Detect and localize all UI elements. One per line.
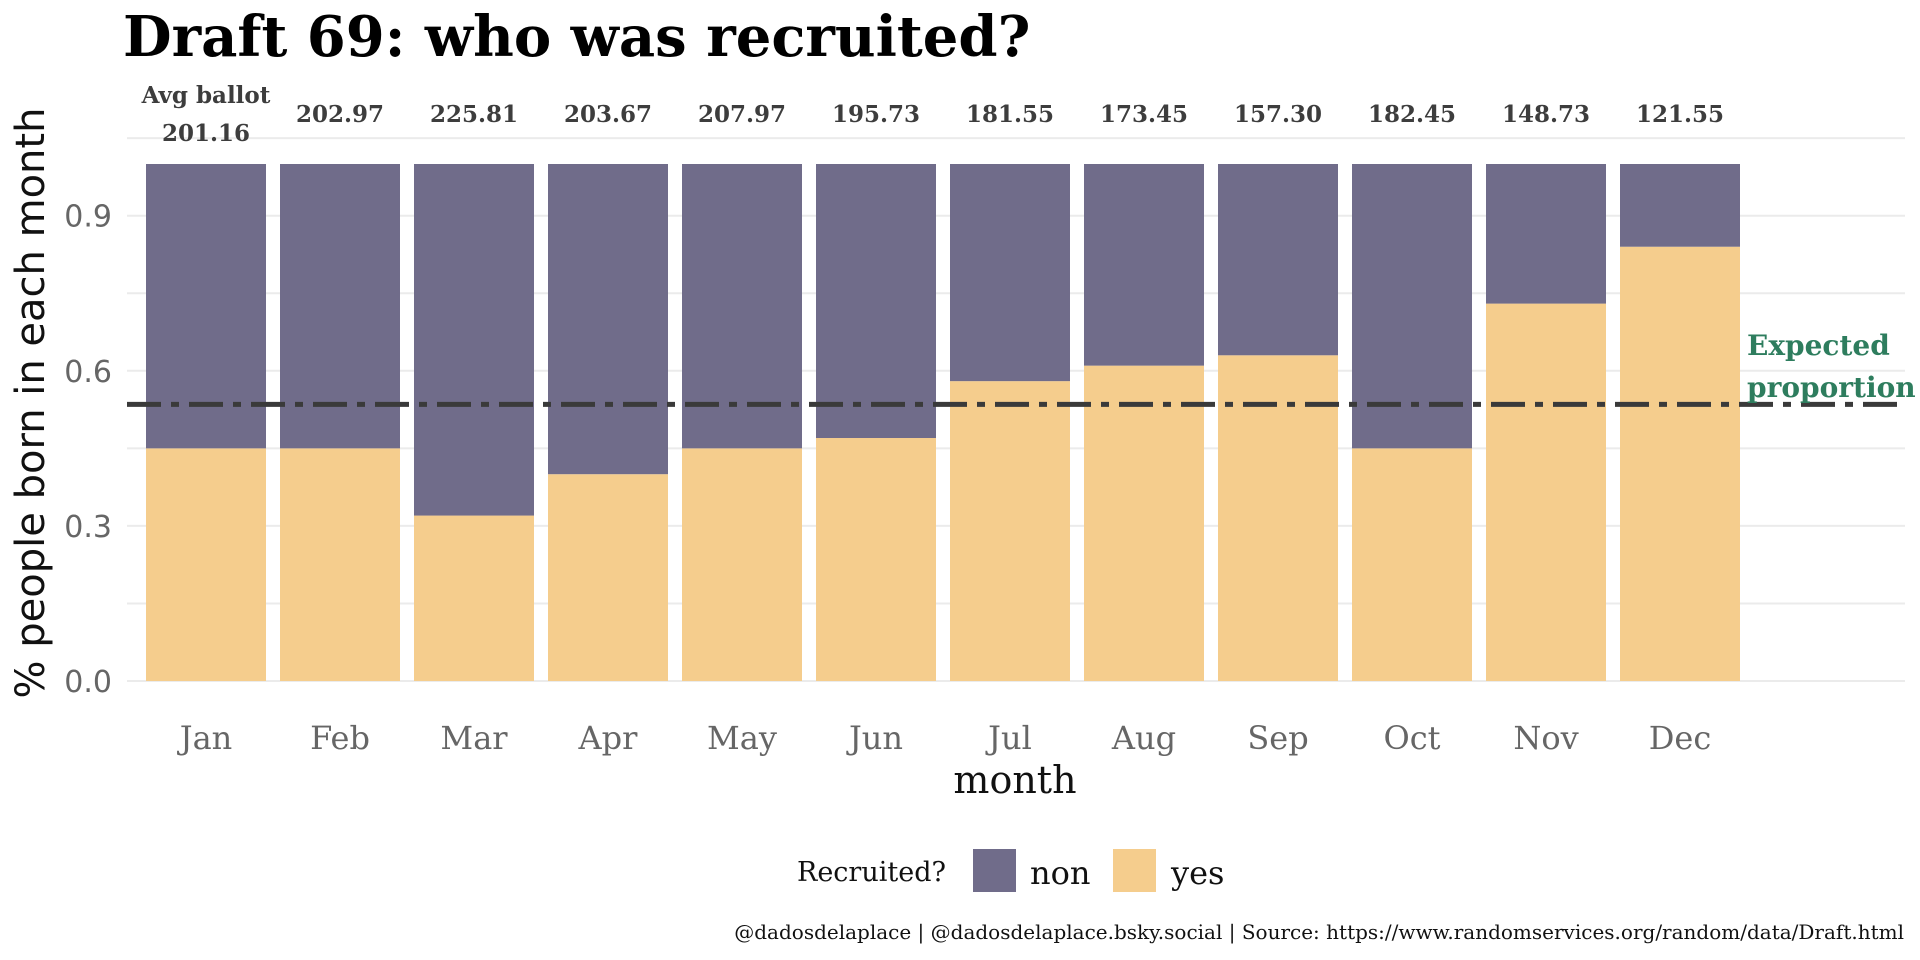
- bar-yes-aug: [1084, 365, 1204, 681]
- top-label: 148.73: [1502, 101, 1590, 128]
- bar-non-dec: [1620, 164, 1740, 247]
- top-label: 173.45: [1100, 101, 1188, 128]
- chart-title: Draft 69: who was recruited?: [123, 4, 1030, 70]
- top-label: 203.67: [564, 101, 652, 128]
- bar-non-may: [682, 164, 802, 449]
- legend: Recruited? non yes: [797, 849, 1224, 892]
- bar-non-jan: [146, 164, 266, 449]
- bar-yes-feb: [280, 448, 400, 681]
- legend-label-non: non: [1030, 854, 1090, 892]
- x-ticks: Jan Feb Mar Apr May Jun Jul Aug Sep Oct Nov Dec: [177, 719, 1712, 757]
- bar-yes-jan: [146, 448, 266, 681]
- bar-non-apr: [548, 164, 668, 475]
- top-label: 202.97: [296, 101, 384, 128]
- caption: @dadosdelaplace | @dadosdelaplace.bsky.s…: [734, 920, 1904, 945]
- bar-yes-jun: [816, 438, 936, 681]
- legend-swatch-non: [973, 849, 1016, 892]
- top-label: 225.81: [430, 101, 518, 128]
- bar-yes-apr: [548, 474, 668, 681]
- bar-yes-dec: [1620, 246, 1740, 681]
- legend-label-yes: yes: [1170, 854, 1224, 892]
- top-labels: Avg ballot 201.16 202.97 225.81 203.67 207.97…: [141, 82, 1724, 147]
- bar-yes-sep: [1218, 355, 1338, 681]
- bar-yes-nov: [1486, 303, 1606, 681]
- x-tick-label: Jul: [985, 719, 1032, 757]
- bar-non-aug: [1084, 164, 1204, 366]
- y-ticks: 0.0 0.3 0.6 0.9: [64, 200, 112, 700]
- x-axis-label: month: [953, 758, 1076, 802]
- top-label: 207.97: [698, 101, 786, 128]
- top-label: 195.73: [832, 101, 920, 128]
- bar-non-mar: [414, 164, 534, 516]
- top-label: 201.16: [162, 120, 250, 147]
- reference-line-label-1: Expected: [1747, 329, 1890, 362]
- x-tick-label: Dec: [1649, 719, 1712, 757]
- bar-non-jul: [950, 164, 1070, 382]
- x-tick-label: Feb: [310, 719, 370, 757]
- bar-non-feb: [280, 164, 400, 449]
- y-tick-label: 0.6: [64, 355, 112, 390]
- x-tick-label: Jan: [177, 719, 233, 757]
- bar-non-jun: [816, 164, 936, 439]
- bar-yes-oct: [1352, 448, 1472, 681]
- bars: [146, 164, 1740, 681]
- x-tick-label: May: [707, 719, 777, 757]
- x-tick-label: Mar: [440, 719, 508, 757]
- x-tick-label: Jun: [846, 719, 903, 757]
- reference-line-label-2: proportion: [1747, 371, 1916, 404]
- top-label-prefix: Avg ballot: [141, 82, 271, 109]
- bar-non-oct: [1352, 164, 1472, 449]
- bar-non-nov: [1486, 164, 1606, 304]
- bar-yes-jul: [950, 381, 1070, 681]
- y-tick-label: 0.0: [64, 665, 112, 700]
- top-label: 157.30: [1234, 101, 1322, 128]
- x-tick-label: Oct: [1383, 719, 1440, 757]
- top-label: 121.55: [1636, 101, 1724, 128]
- legend-swatch-yes: [1113, 849, 1156, 892]
- y-tick-label: 0.3: [64, 510, 112, 545]
- bar-yes-may: [682, 448, 802, 681]
- bar-non-sep: [1218, 164, 1338, 356]
- x-tick-label: Apr: [578, 719, 639, 757]
- legend-title: Recruited?: [797, 857, 946, 888]
- top-label: 182.45: [1368, 101, 1456, 128]
- x-tick-label: Sep: [1247, 719, 1308, 757]
- y-tick-label: 0.9: [64, 200, 112, 235]
- top-label: 181.55: [966, 101, 1054, 128]
- bar-yes-mar: [414, 515, 534, 681]
- y-axis-label: % people born in each month: [8, 108, 54, 699]
- x-tick-label: Aug: [1111, 719, 1176, 757]
- x-tick-label: Nov: [1513, 719, 1578, 757]
